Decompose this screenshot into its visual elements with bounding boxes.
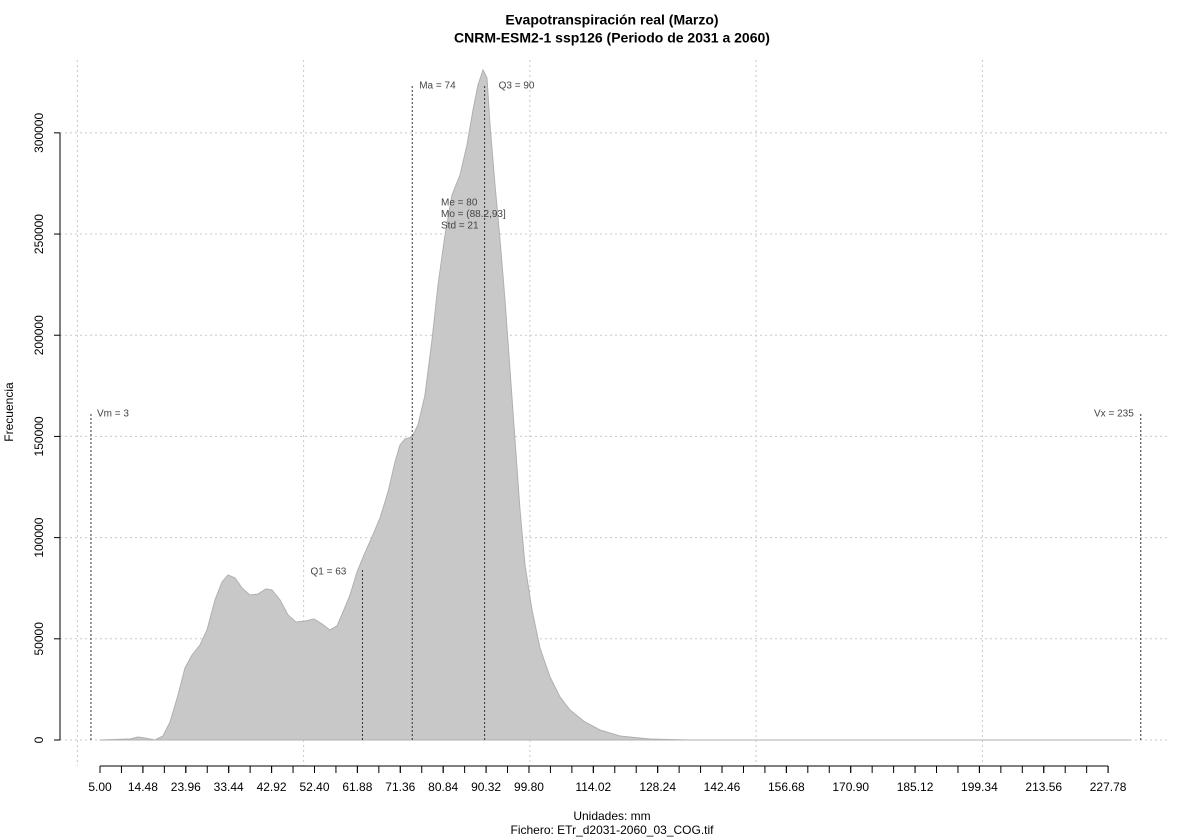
x-axis-label: Unidades: mm [573, 809, 650, 823]
annotation: Std = 21 [441, 221, 479, 232]
annotation: Me = 80 [441, 198, 478, 209]
x-tick-label: 99.80 [514, 780, 544, 794]
x-tick-label: 128.24 [639, 780, 676, 794]
x-tick-label: 199.34 [961, 780, 998, 794]
chart-subtitle: CNRM-ESM2-1 ssp126 (Periodo de 2031 a 20… [454, 30, 770, 46]
x-tick-label: 23.96 [171, 780, 201, 794]
x-tick-label: 14.48 [128, 780, 158, 794]
y-tick-label: 100000 [32, 517, 46, 557]
y-tick-label: 250000 [32, 214, 46, 254]
x-tick-label: 156.68 [768, 780, 805, 794]
density-area [99, 68, 1131, 741]
x-tick-label: 227.78 [1090, 780, 1127, 794]
x-tick-label: 142.46 [704, 780, 741, 794]
x-tick-label: 80.84 [428, 780, 458, 794]
x-tick-label: 185.12 [897, 780, 934, 794]
statistic-label: Ma = 74 [419, 81, 456, 92]
x-tick-label: 213.56 [1025, 780, 1062, 794]
x-tick-label: 5.00 [88, 780, 112, 794]
x-tick-label: 42.92 [257, 780, 287, 794]
caption: Fichero: ETr_d2031-2060_03_COG.tif [511, 823, 715, 837]
x-tick-label: 52.40 [299, 780, 329, 794]
y-tick-label: 150000 [32, 416, 46, 456]
statistic-label: Vx = 235 [1094, 409, 1134, 420]
y-tick-label: 0 [32, 736, 46, 743]
y-tick-label: 300000 [32, 113, 46, 153]
x-tick-label: 114.02 [575, 780, 611, 794]
statistic-label: Q3 = 90 [499, 81, 535, 92]
x-tick-label: 71.36 [385, 780, 415, 794]
y-tick-label: 200000 [32, 315, 46, 355]
y-tick-label: 50000 [32, 622, 46, 656]
x-tick-label: 170.90 [832, 780, 869, 794]
chart-title: Evapotranspiración real (Marzo) [505, 12, 718, 28]
x-tick-label: 61.88 [342, 780, 372, 794]
statistic-label: Vm = 3 [97, 409, 129, 420]
y-axis-label: Frecuencia [2, 382, 16, 442]
x-tick-label: 90.32 [471, 780, 501, 794]
x-tick-label: 33.44 [214, 780, 244, 794]
statistic-label: Q1 = 63 [310, 567, 346, 578]
annotation: Mo = (88.2,93] [441, 209, 506, 220]
